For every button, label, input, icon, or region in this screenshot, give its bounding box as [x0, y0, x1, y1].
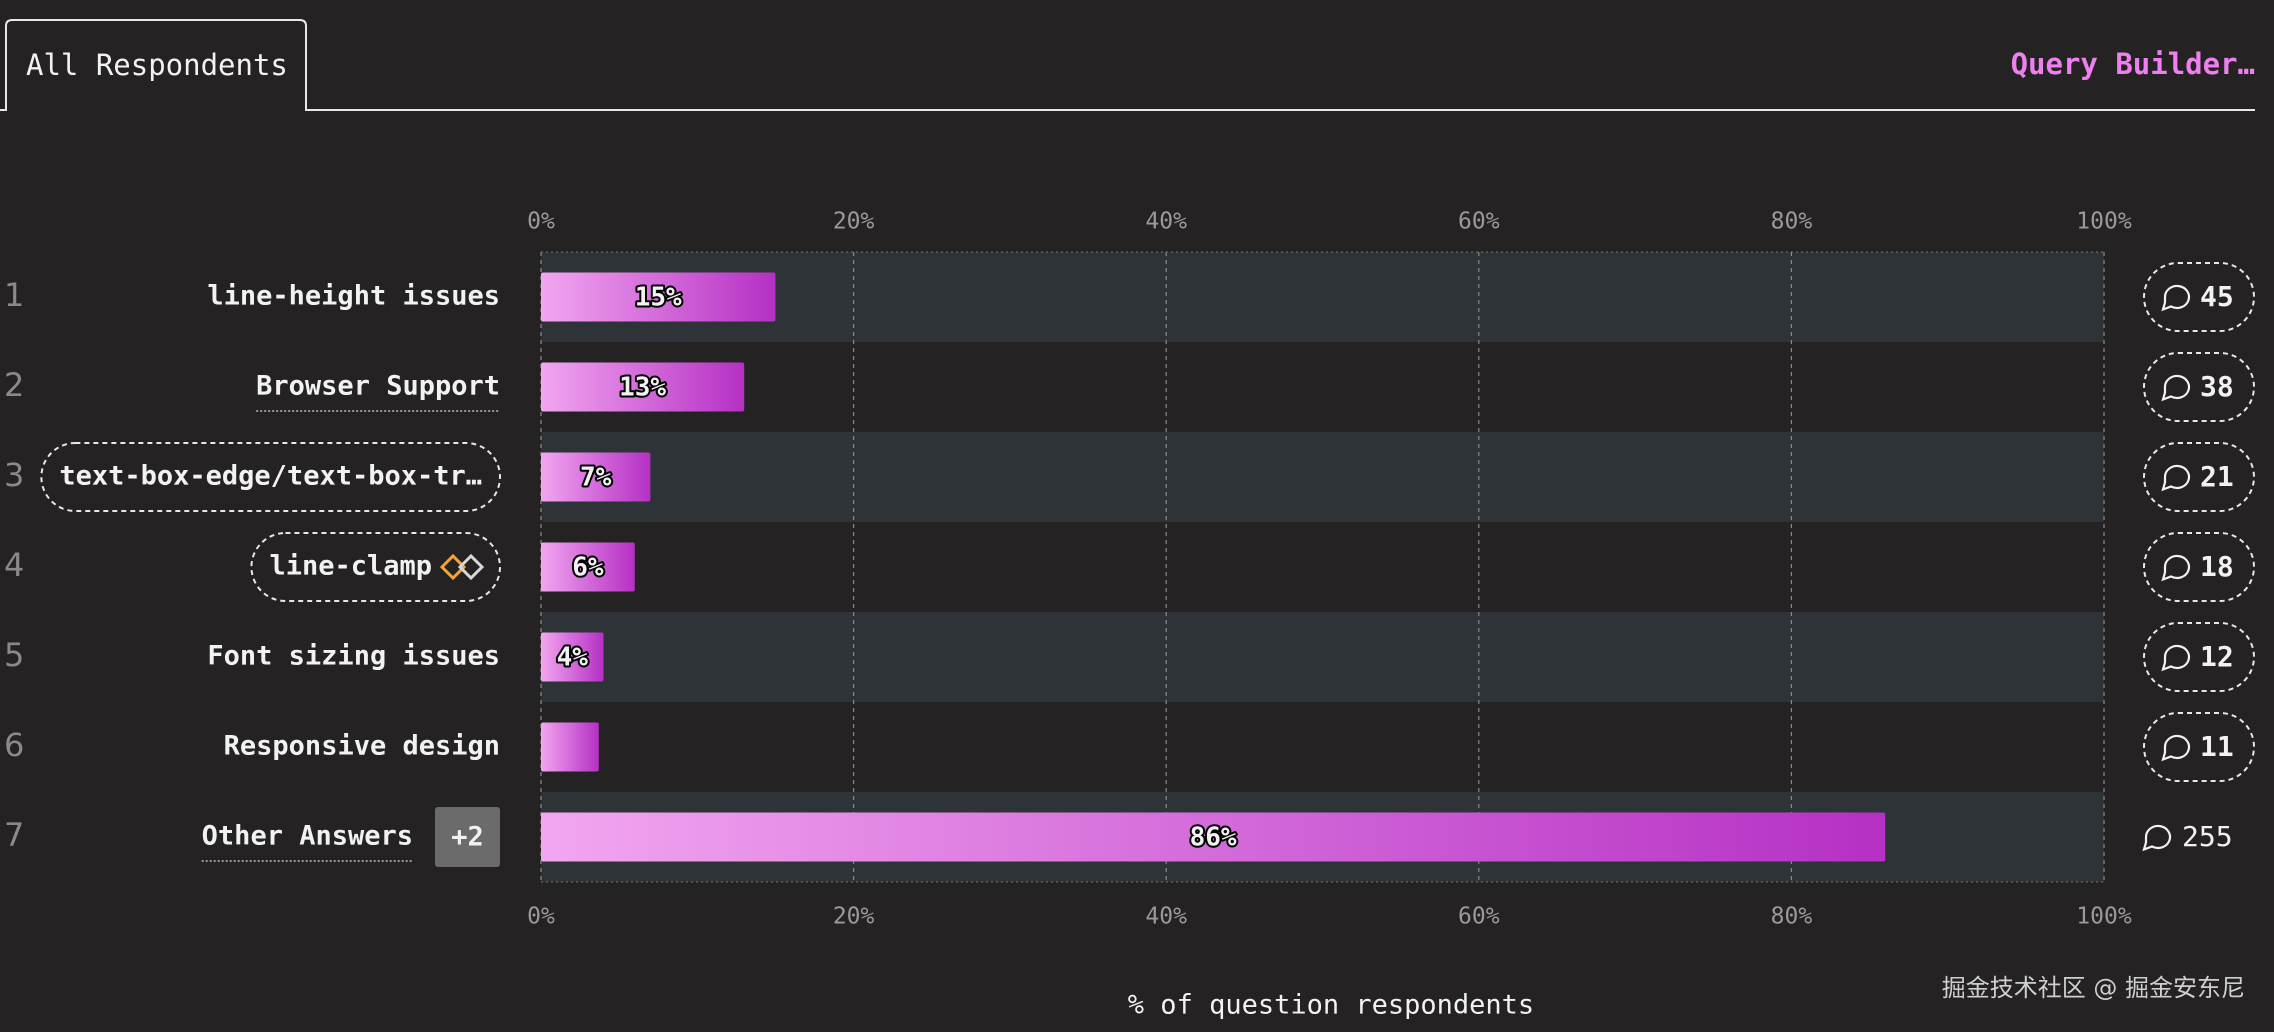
bar	[541, 542, 635, 592]
rank: 7	[4, 816, 24, 854]
label-icon	[439, 553, 467, 581]
comment-icon	[2161, 374, 2191, 402]
bar	[541, 722, 599, 772]
x-tick-label: 100%	[2076, 904, 2132, 930]
label-pill	[250, 532, 501, 602]
extra-badge-box	[435, 807, 500, 867]
rank: 4	[4, 546, 24, 584]
x-tick-label: 0%	[527, 209, 555, 235]
value-label: 13%	[619, 373, 666, 403]
bar	[541, 272, 776, 322]
extra-badge: +2	[451, 822, 484, 853]
x-tick-label: 80%	[1771, 209, 1813, 235]
comment-count[interactable]: 11	[2200, 730, 2234, 763]
category-label[interactable]: Responsive design	[224, 731, 500, 762]
comment-count[interactable]: 18	[2200, 550, 2234, 583]
x-tick-label: 60%	[1458, 904, 1500, 930]
comment-count[interactable]: 21	[2200, 460, 2234, 493]
rank: 5	[4, 636, 24, 674]
comment-pill	[2143, 622, 2255, 692]
value-label: 7%	[580, 463, 612, 493]
value-label: 86%	[1190, 823, 1237, 853]
comment-icon	[2161, 464, 2191, 492]
category-label[interactable]: Font sizing issues	[207, 641, 500, 672]
value-label: 6%	[572, 553, 604, 583]
category-label[interactable]: text-box-edge/text-box-tr…	[59, 461, 482, 492]
row-band	[541, 432, 2104, 522]
tab-active[interactable]: All Respondents	[26, 48, 288, 82]
category-label[interactable]: line-clamp	[269, 551, 432, 582]
comment-icon	[2142, 824, 2172, 852]
comment-count[interactable]: 45	[2200, 280, 2234, 313]
comment-pill	[2143, 262, 2255, 332]
label-icon	[457, 553, 485, 581]
row-band	[541, 252, 2104, 342]
comment-pill	[2143, 712, 2255, 782]
comment-count[interactable]: 12	[2200, 640, 2234, 673]
rank: 3	[4, 456, 24, 494]
rank: 1	[4, 276, 24, 314]
comment-icon	[2161, 554, 2191, 582]
x-tick-label: 40%	[1145, 904, 1187, 930]
comment-icon	[2161, 644, 2191, 672]
bar	[541, 362, 745, 412]
category-label[interactable]: Other Answers	[202, 821, 413, 852]
query-builder[interactable]: Query Builder…	[2011, 47, 2255, 81]
bar	[541, 632, 604, 682]
value-label: 15%	[635, 283, 682, 313]
row-band	[541, 612, 2104, 702]
value-label: 4%	[557, 643, 589, 673]
x-tick-label: 60%	[1458, 209, 1500, 235]
x-tick-label: 20%	[833, 904, 875, 930]
x-tick-label: 0%	[527, 904, 555, 930]
rank: 6	[4, 726, 24, 764]
comment-count[interactable]: 38	[2200, 370, 2234, 403]
comment-pill	[2143, 352, 2255, 422]
tab-outline	[0, 19, 2255, 111]
bar	[541, 452, 651, 502]
x-axis-label: % of question respondents	[1128, 990, 1534, 1021]
comment-icon	[2161, 734, 2191, 762]
x-tick-label: 100%	[2076, 209, 2132, 235]
category-label[interactable]: line-height issues	[207, 281, 500, 312]
comment-pill	[2143, 532, 2255, 602]
category-label[interactable]: Browser Support	[256, 371, 500, 402]
x-tick-label: 80%	[1771, 904, 1813, 930]
rank: 2	[4, 366, 24, 404]
x-tick-label: 40%	[1145, 209, 1187, 235]
watermark: 掘金技术社区 @ 掘金安东尼	[1942, 974, 2245, 1002]
comment-count: 255	[2182, 820, 2233, 853]
comment-icon	[2161, 284, 2191, 312]
comment-pill	[2143, 442, 2255, 512]
x-tick-label: 20%	[833, 209, 875, 235]
bar	[541, 812, 1886, 862]
label-pill	[40, 442, 501, 512]
